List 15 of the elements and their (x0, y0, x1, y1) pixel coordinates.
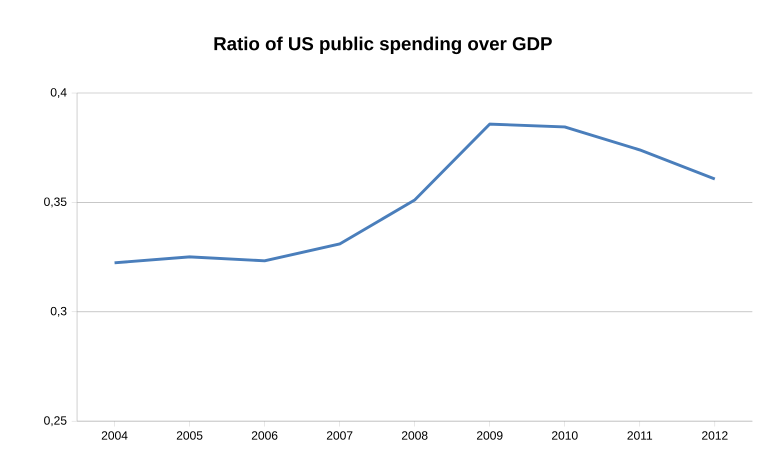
x-tick-label: 2012 (702, 431, 728, 440)
y-tick-label: 0,25 (44, 416, 66, 426)
y-tick-label: 0,3 (50, 306, 66, 317)
x-tick-label: 2006 (252, 431, 278, 440)
x-tick-label: 2008 (402, 431, 428, 440)
x-tick-label: 2005 (176, 431, 202, 440)
line-series (113, 122, 716, 264)
y-tick-label: 0,4 (50, 88, 67, 98)
chart-title: Ratio of US public spending over GDP (214, 36, 552, 54)
y-tick-label: 0,35 (44, 197, 66, 208)
x-tick-label: 2004 (102, 431, 128, 440)
x-tick-label: 2010 (552, 431, 578, 440)
x-tick-label: 2011 (627, 431, 652, 440)
x-tick-label: 2009 (476, 431, 502, 440)
x-tick-label: 2007 (326, 431, 352, 440)
